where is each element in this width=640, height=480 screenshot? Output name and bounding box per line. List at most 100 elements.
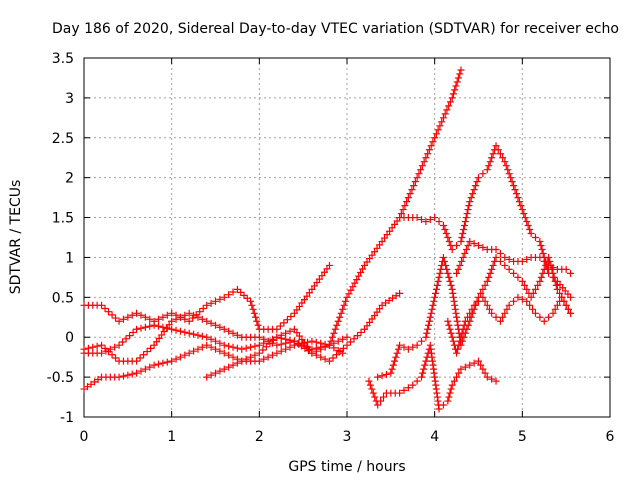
x-tick-label: 6 bbox=[606, 429, 615, 445]
data-point bbox=[216, 347, 224, 355]
data-point bbox=[514, 273, 522, 281]
data-point bbox=[385, 297, 393, 305]
data-point bbox=[163, 324, 171, 332]
data-point bbox=[449, 289, 457, 297]
data-point bbox=[422, 333, 430, 341]
data-point bbox=[229, 329, 237, 337]
data-point bbox=[536, 277, 544, 285]
y-tick-label: 2 bbox=[65, 171, 74, 187]
data-point bbox=[492, 313, 500, 321]
y-tick-label: -1 bbox=[60, 410, 74, 426]
data-point bbox=[212, 369, 219, 377]
data-point bbox=[240, 291, 248, 299]
data-point bbox=[475, 297, 482, 305]
data-point bbox=[436, 122, 444, 130]
axis-ticks: 0 1 2 3 4 5 6 -1 -0.5 0 0.5 1 1.5 2 2.5 3 3.5 bbox=[47, 51, 615, 445]
data-point bbox=[220, 325, 228, 333]
data-point bbox=[115, 341, 123, 349]
data-point bbox=[517, 202, 525, 210]
data-point bbox=[505, 255, 513, 263]
data-point bbox=[446, 389, 454, 397]
data-point bbox=[282, 335, 290, 343]
data-point bbox=[439, 222, 447, 230]
data-point bbox=[225, 351, 233, 359]
data-point bbox=[418, 337, 426, 345]
data-point bbox=[479, 170, 487, 178]
data-point bbox=[283, 316, 291, 324]
data-point bbox=[325, 261, 333, 269]
data-point bbox=[437, 265, 445, 273]
data-point bbox=[441, 257, 449, 265]
data-point bbox=[432, 285, 440, 293]
data-point bbox=[442, 230, 450, 238]
data-point bbox=[87, 380, 95, 388]
data-point bbox=[128, 370, 136, 378]
data-point bbox=[220, 293, 228, 301]
data-point bbox=[392, 353, 400, 361]
data-point bbox=[203, 301, 211, 309]
data-point bbox=[418, 373, 426, 381]
data-point bbox=[409, 381, 417, 389]
data-point bbox=[492, 253, 500, 261]
data-point bbox=[539, 269, 547, 277]
data-point bbox=[488, 154, 496, 162]
data-point bbox=[460, 226, 468, 234]
data-point bbox=[225, 363, 233, 371]
y-axis-label: SDTVAR / TECUs bbox=[8, 180, 24, 295]
data-point bbox=[460, 222, 468, 230]
data-point bbox=[529, 305, 537, 313]
data-point bbox=[353, 276, 361, 284]
data-point bbox=[492, 377, 500, 385]
data-point bbox=[229, 353, 237, 361]
data-point bbox=[453, 269, 461, 277]
data-point bbox=[242, 344, 250, 352]
data-point bbox=[475, 357, 482, 365]
data-point bbox=[531, 234, 539, 241]
data-point bbox=[514, 293, 522, 301]
data-point bbox=[229, 361, 237, 369]
data-point bbox=[247, 343, 255, 351]
data-point bbox=[441, 110, 449, 118]
data-point bbox=[508, 178, 516, 186]
data-point bbox=[137, 311, 145, 319]
data-point bbox=[94, 376, 102, 384]
data-point bbox=[461, 363, 469, 371]
data-point bbox=[410, 182, 418, 190]
data-point bbox=[459, 253, 467, 261]
data-point bbox=[233, 331, 241, 339]
data-point bbox=[435, 405, 443, 413]
data-point bbox=[462, 245, 470, 253]
data-point bbox=[359, 265, 367, 273]
data-point bbox=[457, 365, 465, 373]
data-point bbox=[312, 347, 320, 355]
data-point bbox=[521, 214, 529, 222]
data-point bbox=[247, 353, 255, 361]
data-point bbox=[549, 309, 557, 317]
data-point bbox=[266, 340, 274, 348]
data-point bbox=[368, 385, 376, 393]
series-s3 bbox=[80, 337, 347, 393]
data-point bbox=[394, 345, 402, 353]
data-point bbox=[481, 281, 489, 289]
data-point bbox=[146, 315, 154, 323]
data-point bbox=[404, 384, 412, 392]
data-point bbox=[466, 237, 474, 245]
data-point bbox=[273, 333, 281, 341]
data-point bbox=[347, 338, 355, 346]
data-point bbox=[549, 273, 557, 281]
data-point bbox=[489, 150, 497, 158]
x-axis-label: GPS time / hours bbox=[288, 459, 405, 475]
series-s6 bbox=[365, 341, 500, 413]
data-point bbox=[136, 354, 144, 362]
data-point bbox=[212, 345, 219, 353]
data-point bbox=[105, 308, 113, 316]
data-point bbox=[510, 269, 518, 277]
data-point bbox=[393, 349, 401, 357]
data-point bbox=[558, 293, 566, 301]
data-point bbox=[124, 313, 132, 321]
data-point bbox=[194, 331, 202, 339]
data-point bbox=[328, 333, 336, 341]
data-point bbox=[418, 216, 426, 224]
data-point bbox=[399, 206, 407, 214]
data-point bbox=[332, 351, 340, 359]
